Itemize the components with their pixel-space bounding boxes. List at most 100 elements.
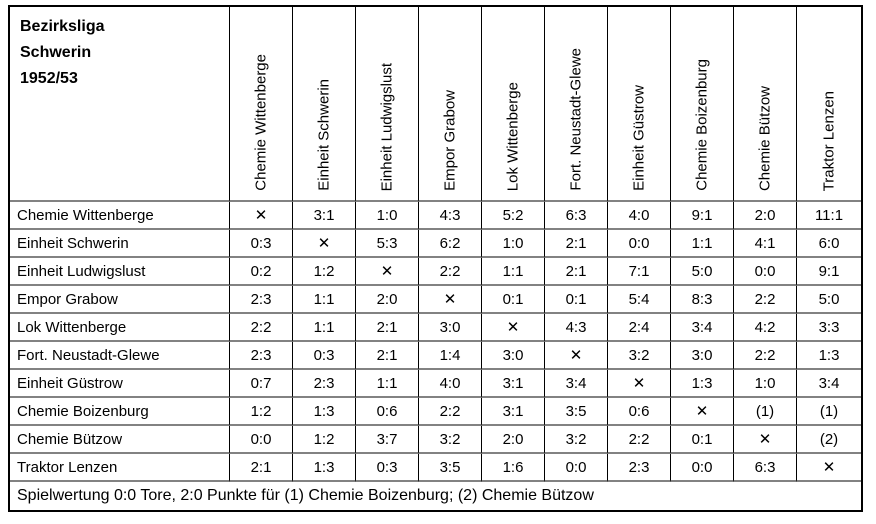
result-cell: 3:3: [797, 314, 861, 342]
result-cell: 8:3: [671, 286, 734, 314]
result-cell: 7:1: [608, 258, 671, 286]
footer-row: Spielwertung 0:0 Tore, 2:0 Punkte für (1…: [10, 482, 861, 510]
result-cell: 1:0: [734, 370, 797, 398]
title-line-2: Schwerin: [20, 44, 92, 61]
result-cell: (1): [734, 398, 797, 426]
result-cell: 3:2: [608, 342, 671, 370]
result-cell: 0:0: [671, 454, 734, 482]
result-cell: 1:3: [797, 342, 861, 370]
result-cell: 1:2: [293, 426, 356, 454]
results-crosstable: Bezirksliga Schwerin 1952/53 Chemie Witt…: [8, 5, 863, 512]
table-row: Einheit Schwerin 0:3 ✕ 5:3 6:2 1:0 2:1 0…: [10, 230, 861, 258]
result-cell: 3:0: [482, 342, 545, 370]
result-cell: 3:1: [482, 370, 545, 398]
diagonal-cell: ✕: [356, 258, 419, 286]
result-cell: 2:3: [293, 370, 356, 398]
result-cell: 0:1: [671, 426, 734, 454]
result-cell: 5:3: [356, 230, 419, 258]
column-header-chemie-buetzow: Chemie Bützow: [734, 7, 797, 202]
column-header-label: Empor Grabow: [441, 90, 459, 191]
result-cell: 1:3: [293, 398, 356, 426]
result-cell: 4:3: [545, 314, 608, 342]
result-cell: 2:2: [419, 258, 482, 286]
title-line-3: 1952/53: [20, 70, 78, 87]
result-cell: 2:2: [419, 398, 482, 426]
result-cell: 3:2: [545, 426, 608, 454]
result-cell: 2:3: [608, 454, 671, 482]
result-cell: 4:0: [608, 202, 671, 230]
result-cell: 9:1: [797, 258, 861, 286]
result-cell: 2:2: [608, 426, 671, 454]
column-header-label: Chemie Bützow: [756, 85, 774, 191]
column-header-chemie-boizenburg: Chemie Boizenburg: [671, 7, 734, 202]
result-cell: 2:4: [608, 314, 671, 342]
diagonal-cell: ✕: [545, 342, 608, 370]
column-header-lok-wittenberge: Lok Wittenberge: [482, 7, 545, 202]
column-header-label: Chemie Wittenberge: [252, 54, 270, 191]
table-row: Chemie Boizenburg 1:2 1:3 0:6 2:2 3:1 3:…: [10, 398, 861, 426]
result-cell: 0:0: [734, 258, 797, 286]
result-cell: 0:0: [230, 426, 293, 454]
result-cell: 6:0: [797, 230, 861, 258]
result-cell: 5:0: [671, 258, 734, 286]
diagonal-cell: ✕: [482, 314, 545, 342]
column-header-label: Einheit Ludwigslust: [378, 62, 396, 191]
result-cell: 1:1: [293, 286, 356, 314]
result-cell: 0:3: [356, 454, 419, 482]
column-header-einheit-schwerin: Einheit Schwerin: [293, 7, 356, 202]
table-row: Traktor Lenzen 2:1 1:3 0:3 3:5 1:6 0:0 2…: [10, 454, 861, 482]
result-cell: 2:3: [230, 286, 293, 314]
result-cell: 9:1: [671, 202, 734, 230]
result-cell: 3:1: [293, 202, 356, 230]
row-header: Einheit Schwerin: [10, 230, 230, 258]
result-cell: 2:1: [545, 230, 608, 258]
header-row: Bezirksliga Schwerin 1952/53 Chemie Witt…: [10, 7, 861, 202]
result-cell: 4:1: [734, 230, 797, 258]
table-row: Chemie Wittenberge ✕ 3:1 1:0 4:3 5:2 6:3…: [10, 202, 861, 230]
result-cell: 4:2: [734, 314, 797, 342]
result-cell: 2:1: [356, 314, 419, 342]
row-header: Einheit Güstrow: [10, 370, 230, 398]
result-cell: 6:3: [734, 454, 797, 482]
result-cell: 2:2: [734, 342, 797, 370]
column-header-label: Traktor Lenzen: [820, 90, 838, 191]
result-cell: 3:0: [671, 342, 734, 370]
table-row: Fort. Neustadt-Glewe 2:3 0:3 2:1 1:4 3:0…: [10, 342, 861, 370]
result-cell: 2:2: [734, 286, 797, 314]
row-header: Empor Grabow: [10, 286, 230, 314]
column-header-label: Chemie Boizenburg: [693, 59, 711, 191]
row-header: Chemie Boizenburg: [10, 398, 230, 426]
diagonal-cell: ✕: [734, 426, 797, 454]
row-header: Chemie Bützow: [10, 426, 230, 454]
row-header: Einheit Ludwigslust: [10, 258, 230, 286]
result-cell: 2:0: [356, 286, 419, 314]
table-row: Empor Grabow 2:3 1:1 2:0 ✕ 0:1 0:1 5:4 8…: [10, 286, 861, 314]
column-header-fort-neustadt-glewe: Fort. Neustadt-Glewe: [545, 7, 608, 202]
result-cell: 0:6: [608, 398, 671, 426]
result-cell: 3:4: [797, 370, 861, 398]
result-cell: 0:6: [356, 398, 419, 426]
result-cell: 3:4: [671, 314, 734, 342]
result-cell: 0:7: [230, 370, 293, 398]
result-cell: 4:3: [419, 202, 482, 230]
diagonal-cell: ✕: [797, 454, 861, 482]
result-cell: 0:0: [545, 454, 608, 482]
table-title: Bezirksliga Schwerin 1952/53: [10, 7, 230, 202]
result-cell: 1:1: [671, 230, 734, 258]
result-cell: 1:2: [293, 258, 356, 286]
result-cell: 0:0: [608, 230, 671, 258]
result-cell: 0:3: [293, 342, 356, 370]
column-header-label: Lok Wittenberge: [504, 81, 522, 191]
result-cell: 1:6: [482, 454, 545, 482]
result-cell: 1:2: [230, 398, 293, 426]
table-row: Einheit Ludwigslust 0:2 1:2 ✕ 2:2 1:1 2:…: [10, 258, 861, 286]
column-header-chemie-wittenberge: Chemie Wittenberge: [230, 7, 293, 202]
column-header-label: Einheit Schwerin: [315, 79, 333, 191]
diagonal-cell: ✕: [419, 286, 482, 314]
row-header: Fort. Neustadt-Glewe: [10, 342, 230, 370]
result-cell: 0:3: [230, 230, 293, 258]
row-header: Chemie Wittenberge: [10, 202, 230, 230]
result-cell: 2:1: [356, 342, 419, 370]
diagonal-cell: ✕: [293, 230, 356, 258]
result-cell: 1:0: [356, 202, 419, 230]
